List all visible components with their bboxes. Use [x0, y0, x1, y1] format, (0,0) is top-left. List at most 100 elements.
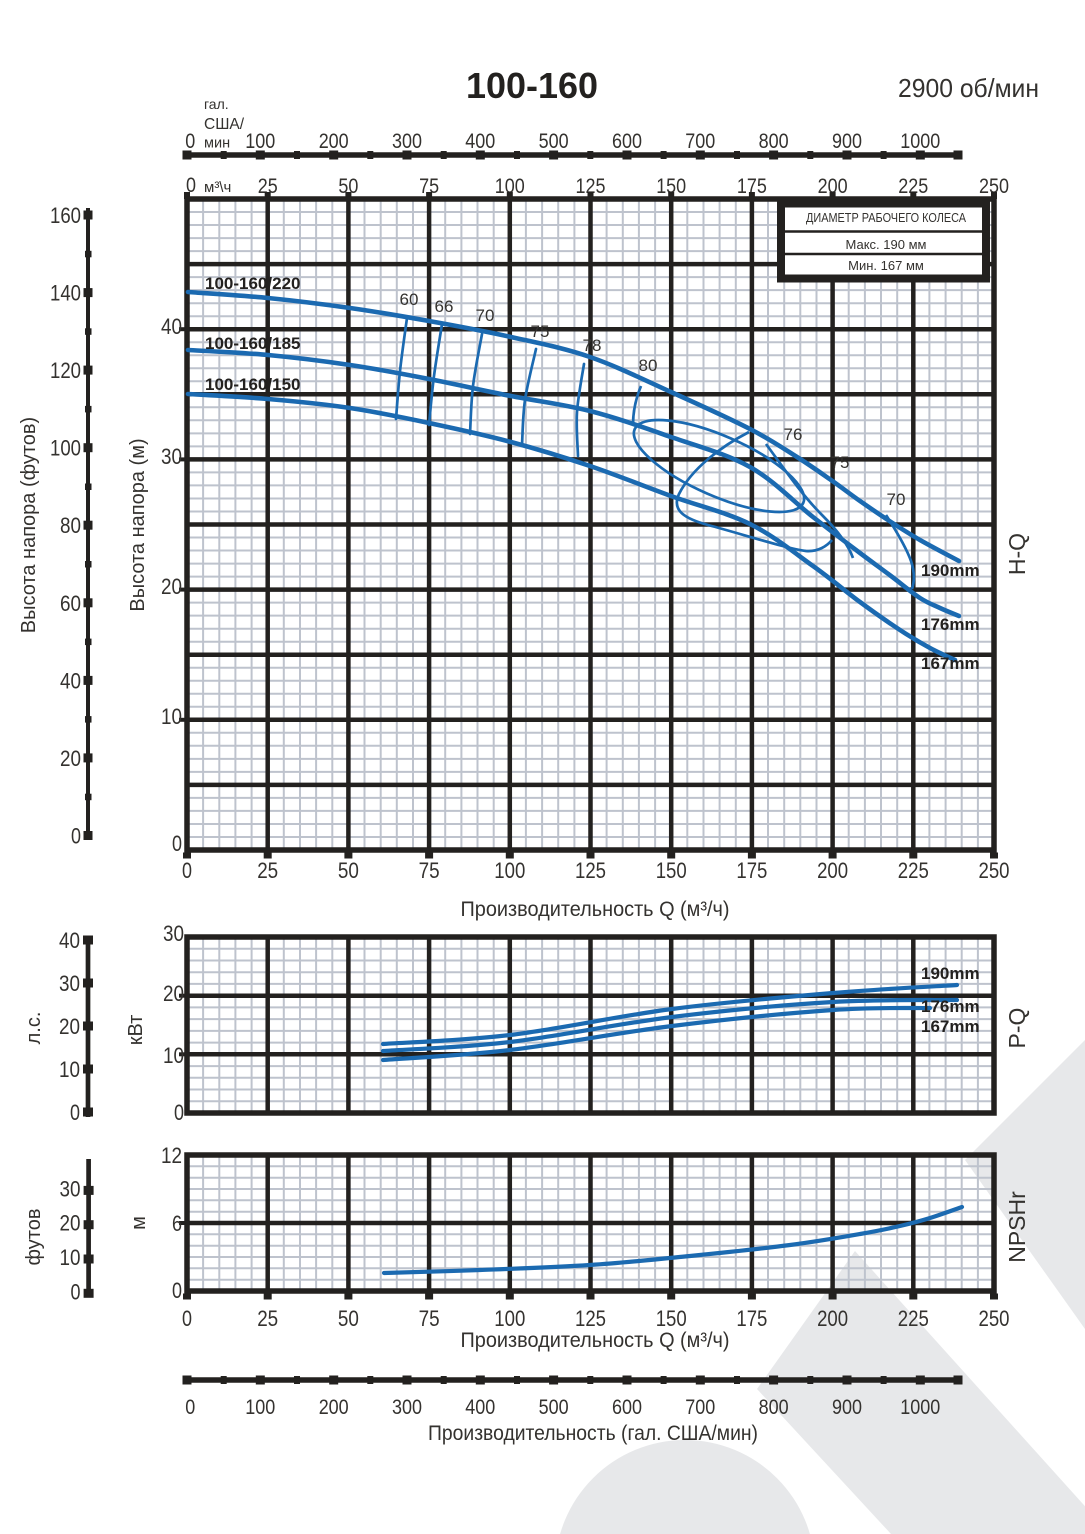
svg-text:200: 200 — [817, 858, 848, 883]
svg-text:50: 50 — [338, 1306, 359, 1331]
svg-text:30: 30 — [163, 921, 184, 946]
svg-text:900: 900 — [832, 1396, 862, 1419]
svg-text:м³\ч: м³\ч — [204, 179, 231, 196]
svg-text:50: 50 — [338, 175, 358, 198]
svg-text:900: 900 — [832, 130, 862, 153]
svg-text:700: 700 — [685, 130, 715, 153]
svg-text:100-160/220: 100-160/220 — [205, 274, 300, 293]
svg-text:125: 125 — [575, 1306, 606, 1331]
svg-text:Высота напора (м): Высота напора (м) — [127, 438, 149, 611]
svg-text:225: 225 — [898, 175, 928, 198]
svg-text:800: 800 — [759, 1396, 789, 1419]
svg-text:700: 700 — [685, 1396, 715, 1419]
svg-text:200: 200 — [319, 130, 349, 153]
svg-text:25: 25 — [258, 175, 278, 198]
svg-text:30: 30 — [161, 444, 182, 469]
svg-text:200: 200 — [818, 175, 848, 198]
svg-text:Макс. 190 мм: Макс. 190 мм — [846, 237, 927, 252]
svg-text:100: 100 — [245, 130, 275, 153]
svg-text:м: м — [128, 1216, 150, 1230]
svg-text:20: 20 — [60, 1211, 81, 1236]
svg-text:Производительность (гал. США/м: Производительность (гал. США/мин) — [428, 1422, 758, 1445]
svg-text:125: 125 — [576, 175, 606, 198]
svg-text:0: 0 — [71, 824, 81, 849]
svg-text:66: 66 — [435, 297, 454, 316]
svg-text:2900 об/мин: 2900 об/мин — [898, 73, 1039, 103]
svg-text:гал.: гал. — [204, 96, 229, 112]
svg-text:60: 60 — [400, 290, 419, 309]
svg-text:150: 150 — [656, 175, 686, 198]
svg-text:10: 10 — [163, 1043, 184, 1068]
svg-text:кВт: кВт — [125, 1015, 147, 1046]
svg-text:200: 200 — [817, 1306, 848, 1331]
svg-text:30: 30 — [60, 1176, 81, 1201]
svg-text:P-Q: P-Q — [1004, 1008, 1030, 1049]
svg-text:60: 60 — [60, 591, 81, 616]
svg-text:175: 175 — [736, 1306, 767, 1331]
svg-text:0: 0 — [185, 130, 195, 153]
svg-text:H-Q: H-Q — [1004, 533, 1030, 575]
svg-text:175: 175 — [737, 175, 767, 198]
svg-text:20: 20 — [161, 574, 182, 599]
svg-text:176mm: 176mm — [921, 997, 980, 1016]
svg-text:0: 0 — [172, 831, 182, 856]
svg-text:100: 100 — [494, 1306, 525, 1331]
svg-text:120: 120 — [50, 358, 81, 383]
svg-text:ДИАМЕТР РАБОЧЕГО КОЛЕСА: ДИАМЕТР РАБОЧЕГО КОЛЕСА — [806, 210, 966, 225]
svg-text:75: 75 — [831, 453, 850, 472]
svg-text:175: 175 — [736, 858, 767, 883]
svg-text:25: 25 — [257, 858, 278, 883]
svg-text:12: 12 — [161, 1143, 182, 1168]
svg-text:Производительность Q (м³/ч): Производительность Q (м³/ч) — [461, 898, 730, 921]
svg-text:л.с.: л.с. — [23, 1012, 45, 1045]
svg-text:0: 0 — [174, 1100, 184, 1125]
svg-text:125: 125 — [575, 858, 606, 883]
svg-text:75: 75 — [419, 175, 439, 198]
svg-text:600: 600 — [612, 1396, 642, 1419]
svg-text:0: 0 — [182, 858, 192, 883]
svg-text:190mm: 190mm — [921, 964, 980, 983]
svg-text:NPSHr: NPSHr — [1004, 1191, 1030, 1263]
svg-text:100: 100 — [495, 175, 525, 198]
svg-text:0: 0 — [70, 1100, 80, 1125]
svg-text:10: 10 — [60, 1245, 81, 1270]
svg-text:0: 0 — [186, 174, 196, 197]
svg-text:300: 300 — [392, 130, 422, 153]
svg-text:250: 250 — [979, 175, 1009, 198]
svg-text:225: 225 — [898, 1306, 929, 1331]
svg-text:250: 250 — [979, 1306, 1010, 1331]
svg-text:800: 800 — [759, 130, 789, 153]
svg-text:100: 100 — [494, 858, 525, 883]
svg-text:140: 140 — [50, 281, 81, 306]
svg-text:40: 40 — [59, 928, 80, 953]
svg-text:400: 400 — [465, 130, 495, 153]
svg-text:мин: мин — [204, 136, 230, 152]
svg-text:160: 160 — [50, 203, 81, 228]
svg-text:150: 150 — [656, 1306, 687, 1331]
svg-text:50: 50 — [338, 858, 359, 883]
svg-text:1000: 1000 — [900, 1396, 940, 1419]
svg-text:0: 0 — [172, 1278, 182, 1303]
svg-text:75: 75 — [531, 322, 550, 341]
svg-text:20: 20 — [163, 981, 184, 1006]
svg-text:Высота напора (футов): Высота напора (футов) — [18, 417, 40, 633]
svg-text:250: 250 — [979, 858, 1010, 883]
svg-text:30: 30 — [59, 971, 80, 996]
svg-text:20: 20 — [59, 1014, 80, 1039]
svg-text:167mm: 167mm — [921, 1017, 980, 1036]
svg-text:25: 25 — [257, 1306, 278, 1331]
svg-text:0: 0 — [182, 1306, 192, 1331]
svg-text:167mm: 167mm — [921, 654, 980, 673]
svg-text:70: 70 — [476, 306, 495, 325]
svg-text:80: 80 — [60, 513, 81, 538]
svg-text:70: 70 — [887, 490, 906, 509]
svg-text:0: 0 — [185, 1396, 195, 1419]
svg-text:78: 78 — [583, 336, 602, 355]
svg-text:600: 600 — [612, 130, 642, 153]
svg-text:150: 150 — [656, 858, 687, 883]
svg-text:40: 40 — [161, 314, 182, 339]
svg-text:футов: футов — [23, 1209, 45, 1266]
svg-text:100-160/185: 100-160/185 — [205, 334, 300, 353]
svg-text:100-160/150: 100-160/150 — [205, 375, 300, 394]
svg-text:Производительность Q (м³/ч): Производительность Q (м³/ч) — [461, 1329, 730, 1352]
